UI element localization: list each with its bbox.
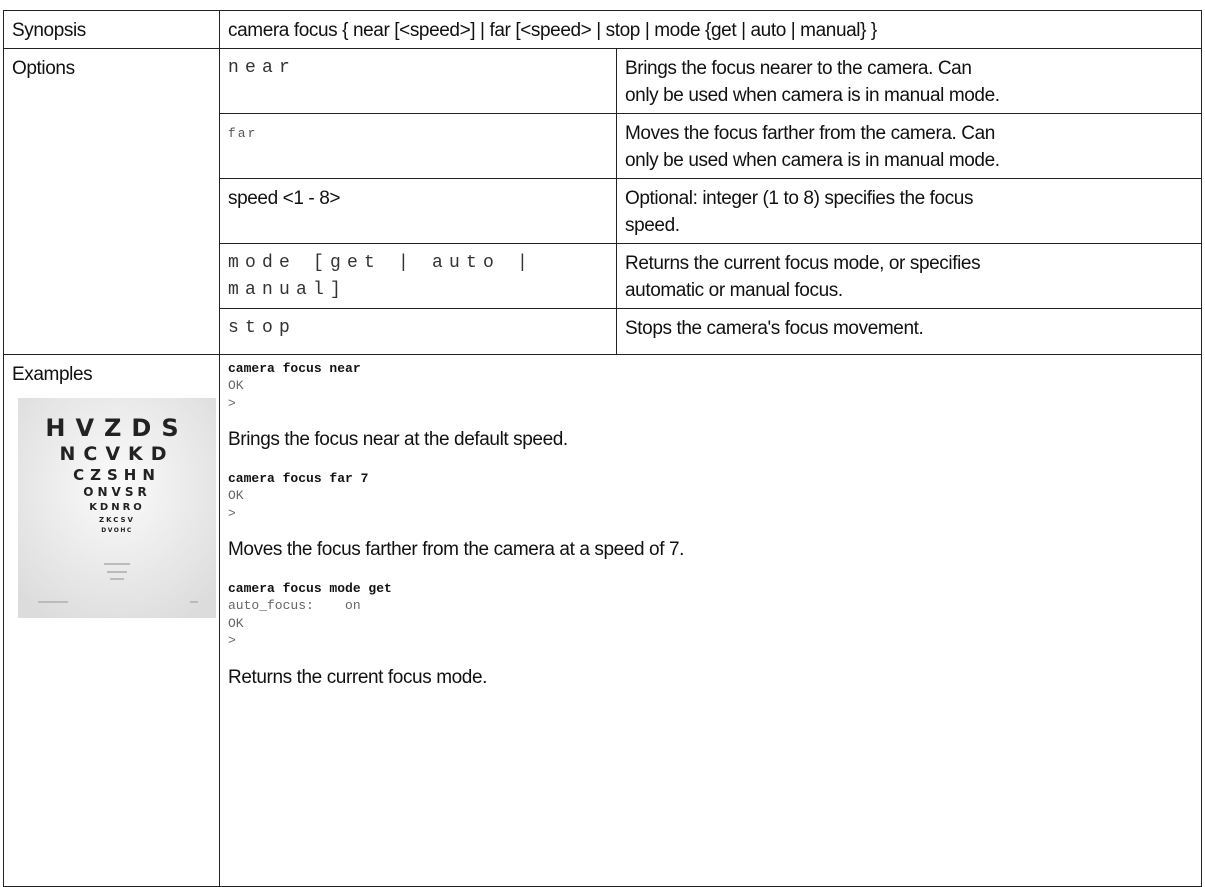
eye-chart-row: DVOHC [101, 527, 133, 534]
chart-mark [190, 601, 198, 603]
eye-chart-row: ONVSR [83, 485, 150, 499]
option-term: far [219, 113, 617, 179]
term-line: far [228, 126, 258, 141]
example-output: > [228, 505, 236, 521]
synopsis-text: camera focus { near [<speed>] | far [<sp… [219, 10, 1202, 49]
option-row: speed <1 - 8> Optional: integer (1 to 8)… [4, 178, 1202, 244]
option-term: stop [219, 308, 617, 355]
eye-chart-row: KDNRO [89, 502, 145, 513]
command-table: Synopsis camera focus { near [<speed>] |… [3, 10, 1202, 887]
tiny-row [107, 571, 127, 573]
description-line: Returns the current focus mode, or speci… [625, 253, 981, 274]
option-description: Moves the focus farther from the camera.… [616, 113, 1202, 179]
example-description: Brings the focus near at the default spe… [228, 429, 568, 450]
option-row: far Moves the focus farther from the cam… [4, 113, 1202, 179]
option-row: mode [get | auto | manual] Returns the c… [4, 243, 1202, 309]
description-line: only be used when camera is in manual mo… [625, 150, 1000, 171]
example-command: camera focus far 7 [228, 471, 369, 486]
example-output: OK [228, 615, 244, 631]
option-description: Returns the current focus mode, or speci… [616, 243, 1202, 309]
examples-content: camera focus near OK > Brings the focus nea… [219, 354, 1202, 887]
synopsis-row: Synopsis camera focus { near [<speed>] |… [3, 10, 1202, 49]
eye-chart-row: NCVKD [59, 443, 174, 465]
example-output: OK [228, 378, 244, 393]
eye-chart-small-rows [38, 563, 198, 603]
examples-label-cell: Examples HVZDS NCVKD CZSHN ONVSR KDNRO ZKCSV D… [3, 354, 220, 887]
term-line: stop [228, 318, 297, 338]
description-line: only be used when camera is in manual mo… [625, 85, 1000, 106]
option-term: speed <1 - 8> [219, 178, 617, 244]
option-description: Stops the camera's focus movement. [616, 308, 1202, 355]
description-line: Brings the focus nearer to the camera. C… [625, 58, 972, 79]
example-description: Returns the current focus mode. [228, 666, 488, 688]
eye-chart-row: ZKCSV [99, 516, 135, 524]
term-line: mode [get | auto | [228, 253, 535, 273]
example-description: Moves the focus farther from the camera … [228, 539, 685, 560]
example-output: auto_focus: on [228, 598, 361, 613]
option-row: Options near Brings the focus nearer to … [3, 48, 1202, 355]
term-line: near [228, 58, 297, 78]
option-term: mode [get | auto | manual] [219, 243, 617, 309]
row-label: Options [3, 48, 220, 355]
option-row: stop Stops the camera's focus movement. [4, 308, 1202, 355]
term-line: speed <1 - 8> [228, 188, 341, 209]
example-output: OK [228, 488, 244, 503]
example-command: camera focus mode get [228, 581, 392, 596]
description-line: automatic or manual focus. [625, 280, 843, 301]
description-line: Moves the focus farther from the camera.… [625, 123, 995, 144]
examples-row: Examples HVZDS NCVKD CZSHN ONVSR KDNRO ZKCSV D… [3, 354, 1202, 887]
example-output: > [228, 395, 236, 411]
tiny-row [110, 578, 124, 580]
option-description: Optional: integer (1 to 8) specifies the… [616, 178, 1202, 244]
eye-chart-row: HVZDS [45, 414, 188, 442]
description-line: Stops the camera's focus movement. [625, 318, 924, 339]
row-label: Examples [12, 364, 93, 385]
term-line: manual] [228, 280, 348, 300]
option-description: Brings the focus nearer to the camera. C… [616, 48, 1202, 114]
description-line: Optional: integer (1 to 8) specifies the… [625, 188, 974, 209]
eye-chart-row: CZSHN [73, 466, 161, 484]
example-output: > [228, 633, 236, 648]
chart-background [18, 398, 216, 618]
tiny-row [104, 563, 130, 565]
chart-mark [38, 601, 68, 603]
description-line: speed. [625, 215, 680, 236]
row-label: Synopsis [3, 10, 220, 49]
example-command: camera focus near [228, 361, 361, 376]
option-term: near [219, 48, 617, 114]
